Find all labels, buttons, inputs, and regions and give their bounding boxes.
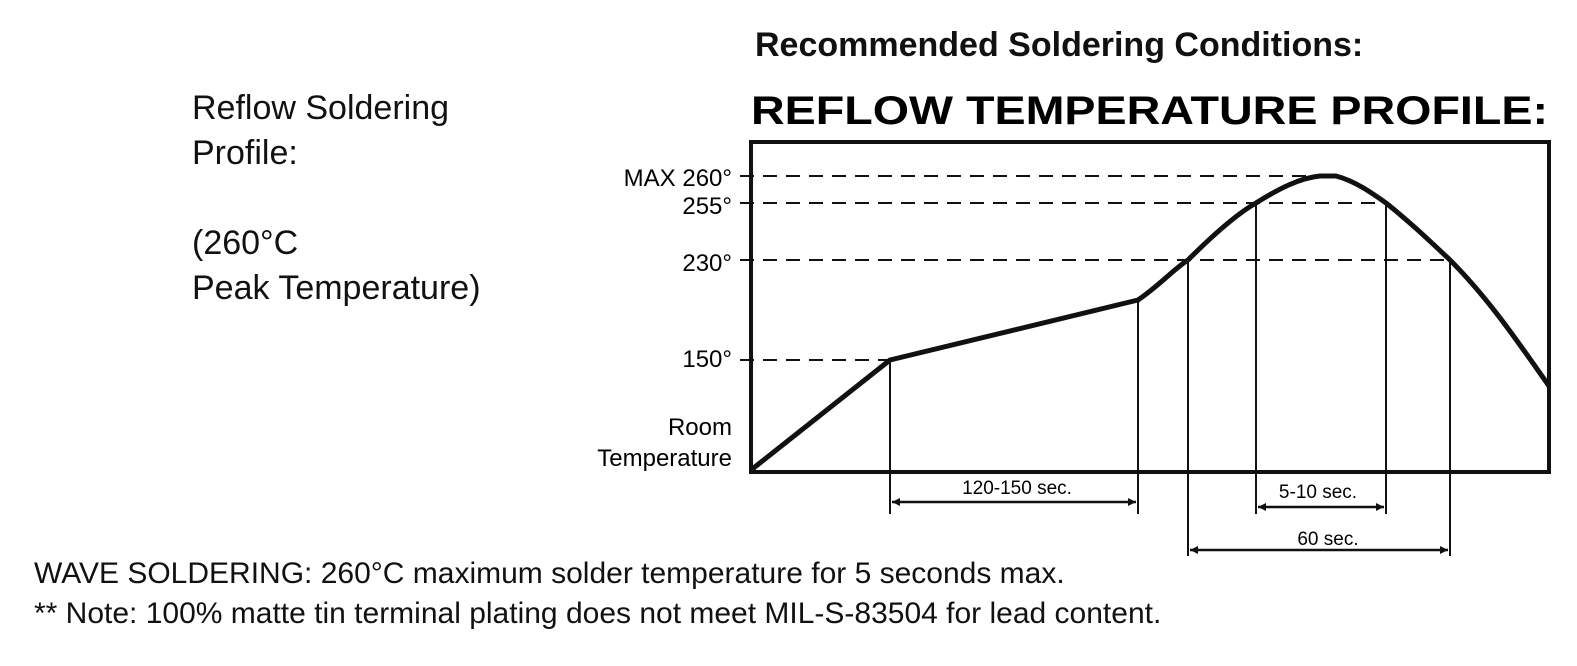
duration-label-above-230: 60 sec. xyxy=(1297,529,1358,550)
wave-soldering-note: WAVE SOLDERING: 260°C maximum solder tem… xyxy=(34,557,1065,590)
reflow-note-line: (260°C xyxy=(192,224,299,262)
reflow-note-line: Peak Temperature) xyxy=(192,269,481,307)
reflow-profile-note: Reflow Soldering Profile: (260°C Peak Te… xyxy=(192,86,481,311)
profile-curve xyxy=(749,173,1552,472)
y-label-230: 230° xyxy=(682,250,732,277)
footer-notes: WAVE SOLDERING: 260°C maximum solder tem… xyxy=(34,554,1161,634)
plot-frame xyxy=(749,140,1551,474)
y-label-150: 150° xyxy=(682,346,732,373)
y-label-temperature: Temperature xyxy=(597,445,732,472)
y-label-max-260: MAX 260° xyxy=(624,165,732,192)
y-label-room: Room xyxy=(668,414,732,441)
reflow-note-line: Reflow Soldering xyxy=(192,89,450,127)
duration-label-peak: 5-10 sec. xyxy=(1279,482,1357,503)
duration-label-preheat: 120-150 sec. xyxy=(962,478,1072,499)
chart-title: REFLOW TEMPERATURE PROFILE: xyxy=(751,89,1548,133)
page-heading: Recommended Soldering Conditions: xyxy=(755,26,1364,64)
reflow-note-line: Profile: xyxy=(192,134,298,172)
y-label-255: 255° xyxy=(682,193,732,220)
lead-content-note: ** Note: 100% matte tin terminal plating… xyxy=(34,597,1162,630)
